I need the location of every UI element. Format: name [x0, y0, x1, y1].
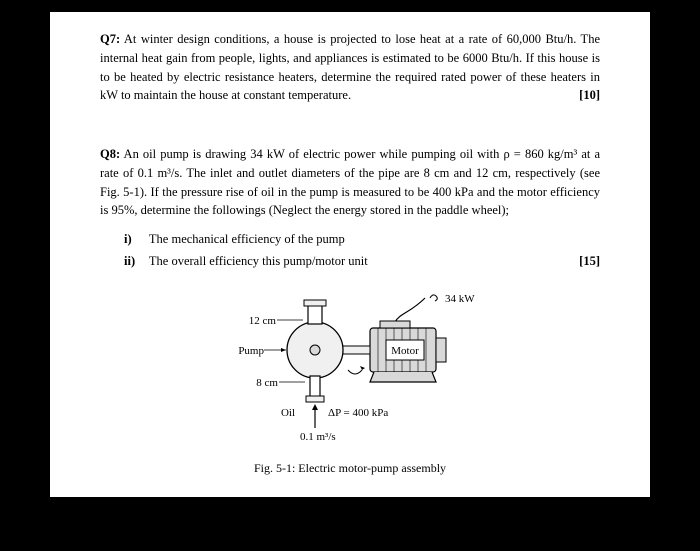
pump-label: Pump [238, 345, 264, 357]
q8-item-ii-idx: ii) [124, 252, 146, 271]
q8-points: [15] [579, 252, 600, 271]
q8-item-ii-text: The overall efficiency this pump/motor u… [149, 254, 368, 268]
power-label: 34 kW [445, 293, 475, 305]
q8-label: Q8: [100, 147, 120, 161]
q7-text: At winter design conditions, a house is … [100, 32, 600, 102]
figure-caption: Fig. 5-1: Electric motor-pump assembly [100, 459, 600, 477]
q8-rho: ρ = 860 kg/m³ [503, 147, 577, 161]
flow-label: 0.1 m³/s [300, 431, 336, 443]
q8-text-a: An oil pump is drawing 34 kW of electric… [124, 147, 504, 161]
question-8: Q8: An oil pump is drawing 34 kW of elec… [100, 145, 600, 220]
q7-label: Q7: [100, 32, 120, 46]
q8-item-i-text: The mechanical efficiency of the pump [149, 232, 345, 246]
pump-motor-diagram: 34 kW Motor Pump [200, 288, 500, 448]
q8-item-i-idx: i) [124, 230, 146, 249]
d-in-label: 8 cm [256, 377, 278, 389]
q8-item-i: i) The mechanical efficiency of the pump [124, 230, 600, 249]
q8-item-ii: ii) The overall efficiency this pump/mot… [124, 252, 600, 271]
d-out-label: 12 cm [249, 315, 277, 327]
q8-sublist: i) The mechanical efficiency of the pump… [124, 230, 600, 274]
figure-5-1: 34 kW Motor Pump [100, 288, 600, 478]
question-7: Q7: At winter design conditions, a house… [100, 30, 600, 105]
motor-label: Motor [391, 345, 419, 357]
q7-points: [10] [579, 86, 600, 105]
oil-label: Oil [281, 407, 295, 419]
dp-label: ΔP = 400 kPa [328, 407, 388, 419]
document-page: Q7: At winter design conditions, a house… [50, 12, 650, 497]
